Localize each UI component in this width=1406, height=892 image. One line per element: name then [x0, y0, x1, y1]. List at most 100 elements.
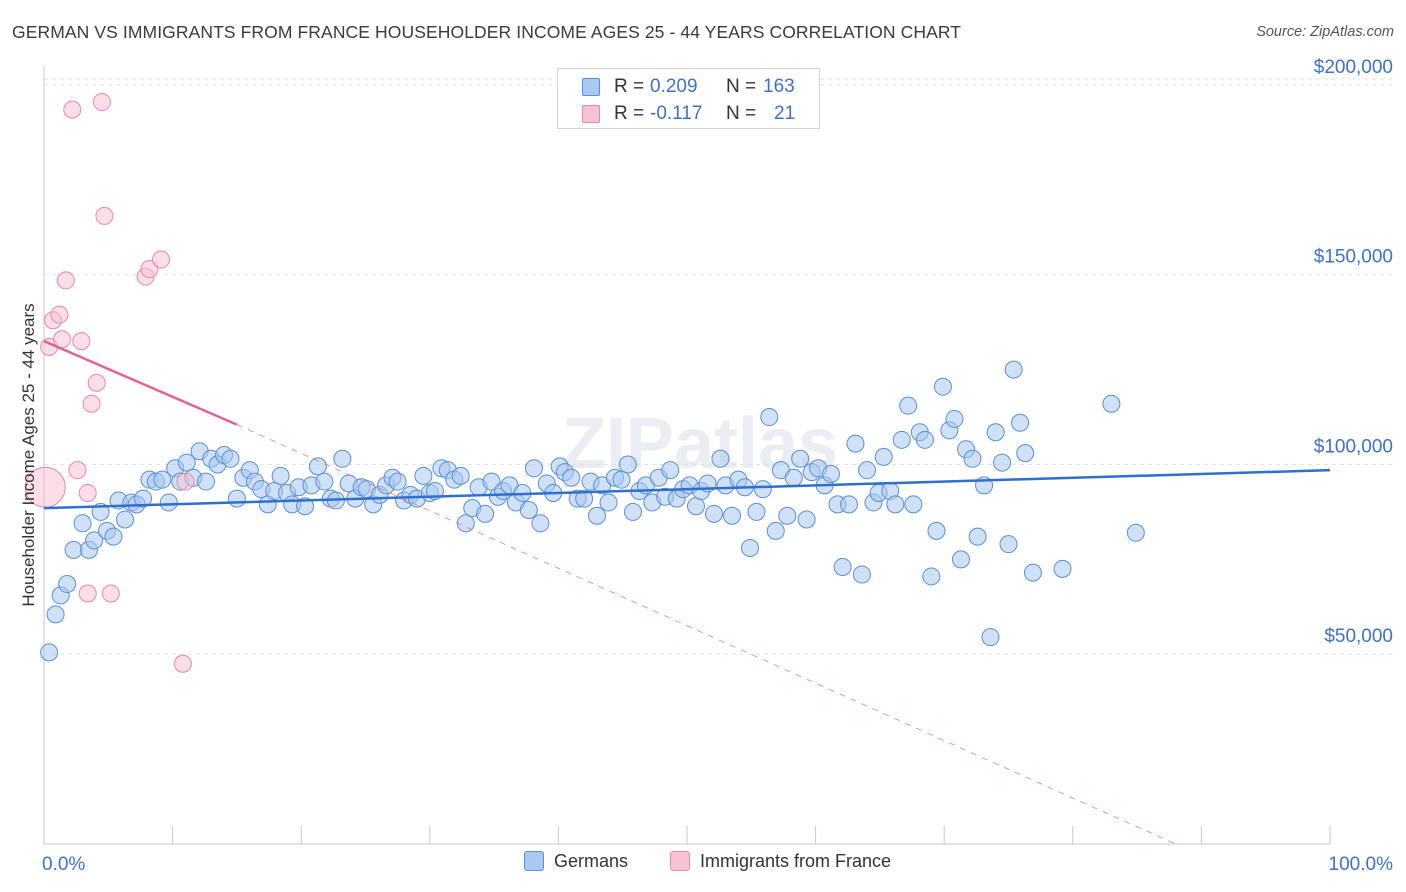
point-germans: [197, 472, 216, 491]
point-france: [101, 584, 120, 603]
point-germans: [760, 408, 779, 427]
axes: [43, 66, 1331, 845]
point-germans: [519, 501, 538, 520]
gridlines: [44, 78, 1395, 655]
point-germans: [73, 514, 92, 533]
point-france: [72, 332, 91, 351]
point-germans: [388, 472, 407, 491]
point-germans: [1102, 394, 1121, 413]
point-france: [56, 271, 75, 290]
point-germans: [618, 455, 637, 474]
bottom-legend-germans: Germans: [524, 851, 628, 872]
point-germans: [587, 506, 606, 525]
point-germans: [840, 495, 859, 514]
point-germans: [986, 423, 1005, 442]
point-france: [152, 250, 171, 269]
point-germans: [623, 502, 642, 521]
point-germans: [886, 495, 905, 514]
point-germans: [1053, 559, 1072, 578]
legend-n-label: N =: [726, 76, 757, 97]
point-france: [68, 461, 87, 480]
x-tick-label: 100.0%: [1329, 854, 1394, 875]
point-france: [173, 654, 192, 673]
point-germans: [705, 504, 724, 523]
trend-line-germans: [43, 468, 1331, 510]
point-germans: [922, 567, 941, 586]
point-germans: [524, 459, 543, 478]
point-germans: [159, 493, 178, 512]
legend-n-value: 21: [774, 103, 796, 124]
y-tick-label: $200,000: [1314, 57, 1393, 78]
point-germans: [1011, 413, 1030, 432]
point-germans: [945, 409, 964, 428]
point-germans: [414, 466, 433, 485]
point-germans: [46, 605, 65, 624]
legend-r-label: R =: [614, 76, 645, 97]
point-germans: [177, 453, 196, 472]
point-germans: [951, 550, 970, 569]
point-germans: [85, 531, 104, 550]
point-germans: [833, 557, 852, 576]
point-germans: [1004, 360, 1023, 379]
point-germans: [227, 489, 246, 508]
y-tick-label: $100,000: [1314, 436, 1393, 457]
point-germans: [315, 472, 334, 491]
chart-title: GERMAN VS IMMIGRANTS FROM FRANCE HOUSEHO…: [12, 22, 962, 42]
point-france: [176, 472, 195, 491]
point-germans: [822, 464, 841, 483]
point-germans: [747, 502, 766, 521]
point-france: [78, 483, 97, 502]
point-germans: [784, 468, 803, 487]
point-france: [50, 305, 69, 324]
point-germans: [661, 461, 680, 480]
trend-lines: [43, 339, 1331, 845]
point-germans: [915, 430, 934, 449]
bottom-legend-label-france: Immigrants from France: [700, 851, 892, 871]
tick-labels: $50,000 $100,000 $150,000 $200,000 0.0% 100.0…: [42, 57, 1393, 875]
x-tick-label: 0.0%: [42, 854, 85, 875]
point-germans: [221, 449, 240, 468]
point-germans: [271, 466, 290, 485]
legend-swatch-germans: [582, 78, 600, 96]
point-germans: [116, 510, 135, 529]
bottom-legend-swatch-france: [670, 851, 690, 871]
point-germans: [904, 495, 923, 514]
point-germans: [778, 506, 797, 525]
chart-source: Source: ZipAtlas.com: [1256, 24, 1394, 40]
stats-legend: R = 0.209 N = 163 R = -0.117 N = 21: [557, 68, 820, 129]
point-france: [78, 584, 97, 603]
point-germans: [852, 565, 871, 584]
y-axis-label: Householder Income Ages 25 - 44 years: [19, 303, 38, 606]
point-germans: [858, 461, 877, 480]
bottom-legend-france: Immigrants from France: [670, 851, 891, 872]
point-france: [140, 260, 159, 279]
point-germans: [58, 575, 77, 594]
point-germans: [723, 506, 742, 525]
point-germans: [933, 377, 952, 396]
legend-n-label: N =: [726, 103, 757, 124]
point-germans: [482, 472, 501, 491]
point-germans: [753, 480, 772, 499]
point-germans: [153, 470, 172, 489]
point-germans: [999, 535, 1018, 554]
legend-row-germans: R = 0.209 N = 163: [558, 74, 819, 100]
bottom-legend-label-germans: Germans: [554, 851, 629, 871]
trend-line-france-extension: [236, 424, 1176, 845]
data-points: [24, 93, 1145, 673]
point-germans: [451, 466, 470, 485]
point-germans: [892, 430, 911, 449]
point-germans: [846, 434, 865, 453]
point-germans: [687, 497, 706, 516]
point-germans: [1126, 523, 1145, 542]
point-france: [95, 206, 114, 225]
point-germans: [104, 527, 123, 546]
point-germans: [899, 396, 918, 415]
point-germans: [476, 504, 495, 523]
point-germans: [575, 489, 594, 508]
point-germans: [968, 527, 987, 546]
point-germans: [40, 643, 59, 662]
point-germans: [741, 538, 760, 557]
point-germans: [791, 449, 810, 468]
point-germans: [927, 521, 946, 540]
point-france: [92, 93, 111, 112]
